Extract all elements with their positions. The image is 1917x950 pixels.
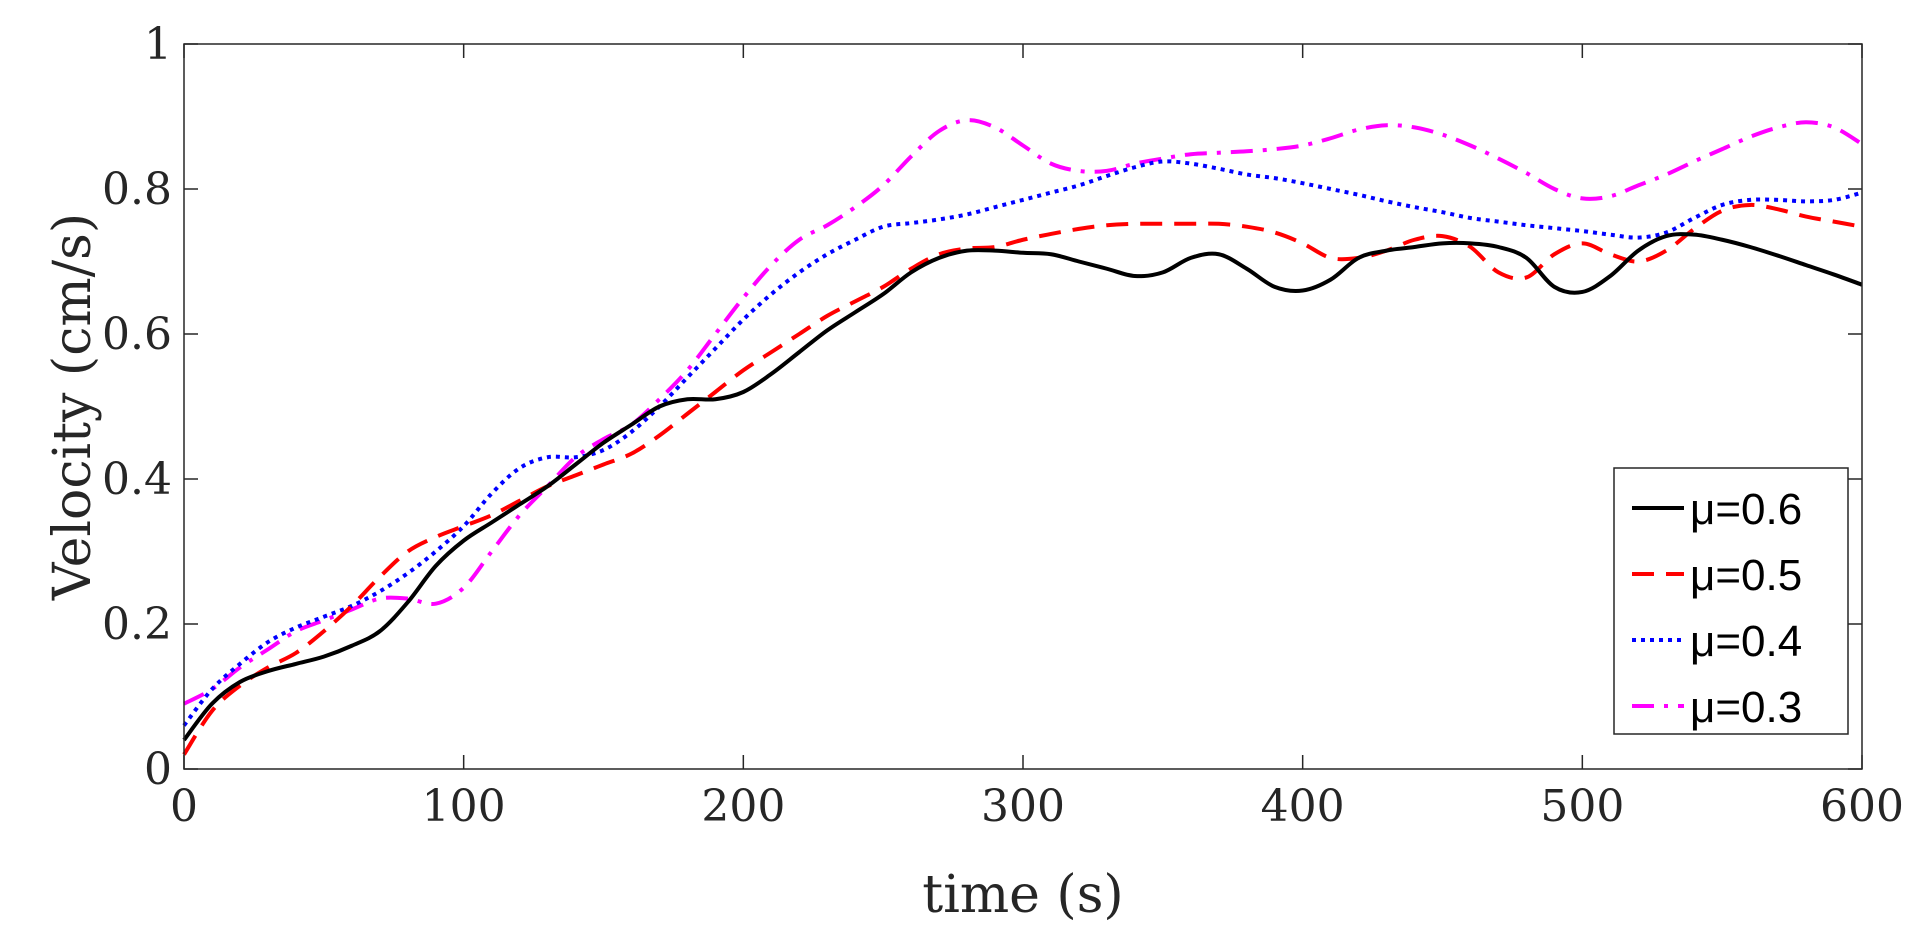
legend-label-2: μ=0.5 [1690,551,1802,600]
series-line-2 [182,202,1863,756]
x-axis-label: time (s) [922,865,1123,925]
legend-label-3: μ=0.4 [1690,617,1802,666]
plot-area [184,44,1862,769]
x-tick-label: 0 [170,781,198,832]
series-line-3 [182,159,1863,727]
legend-box [1613,467,1849,735]
x-tick-label: 100 [422,781,506,832]
x-tick-label: 200 [701,781,785,832]
series-line-4 [183,118,1864,706]
y-tick-label: 0.6 [102,309,172,360]
legend-label-4: μ=0.3 [1690,683,1802,732]
legend-label-1: μ=0.6 [1690,485,1802,534]
x-tick-label: 600 [1820,781,1904,832]
x-tick-label: 400 [1261,781,1345,832]
y-tick-label: 0.2 [102,599,172,650]
x-tick-label: 300 [981,781,1065,832]
ticks-layer: 0 100 200 300 400 500 600 0 0.2 0.4 0.6 0.8 1 [102,19,1904,832]
y-tick-label: 0.8 [102,164,172,215]
series-line-1 [182,232,1863,742]
y-tick-label: 0.4 [102,454,172,505]
series-layer [182,118,1864,756]
y-axis-label: Velocity (cm/s) [43,213,103,601]
y-tick-label: 1 [144,19,172,70]
plot-background [184,44,1862,769]
x-tick-label: 500 [1540,781,1624,832]
y-tick-label: 0 [144,744,172,795]
legend: μ=0.6 μ=0.5 μ=0.4 μ=0.3 [1613,467,1849,735]
